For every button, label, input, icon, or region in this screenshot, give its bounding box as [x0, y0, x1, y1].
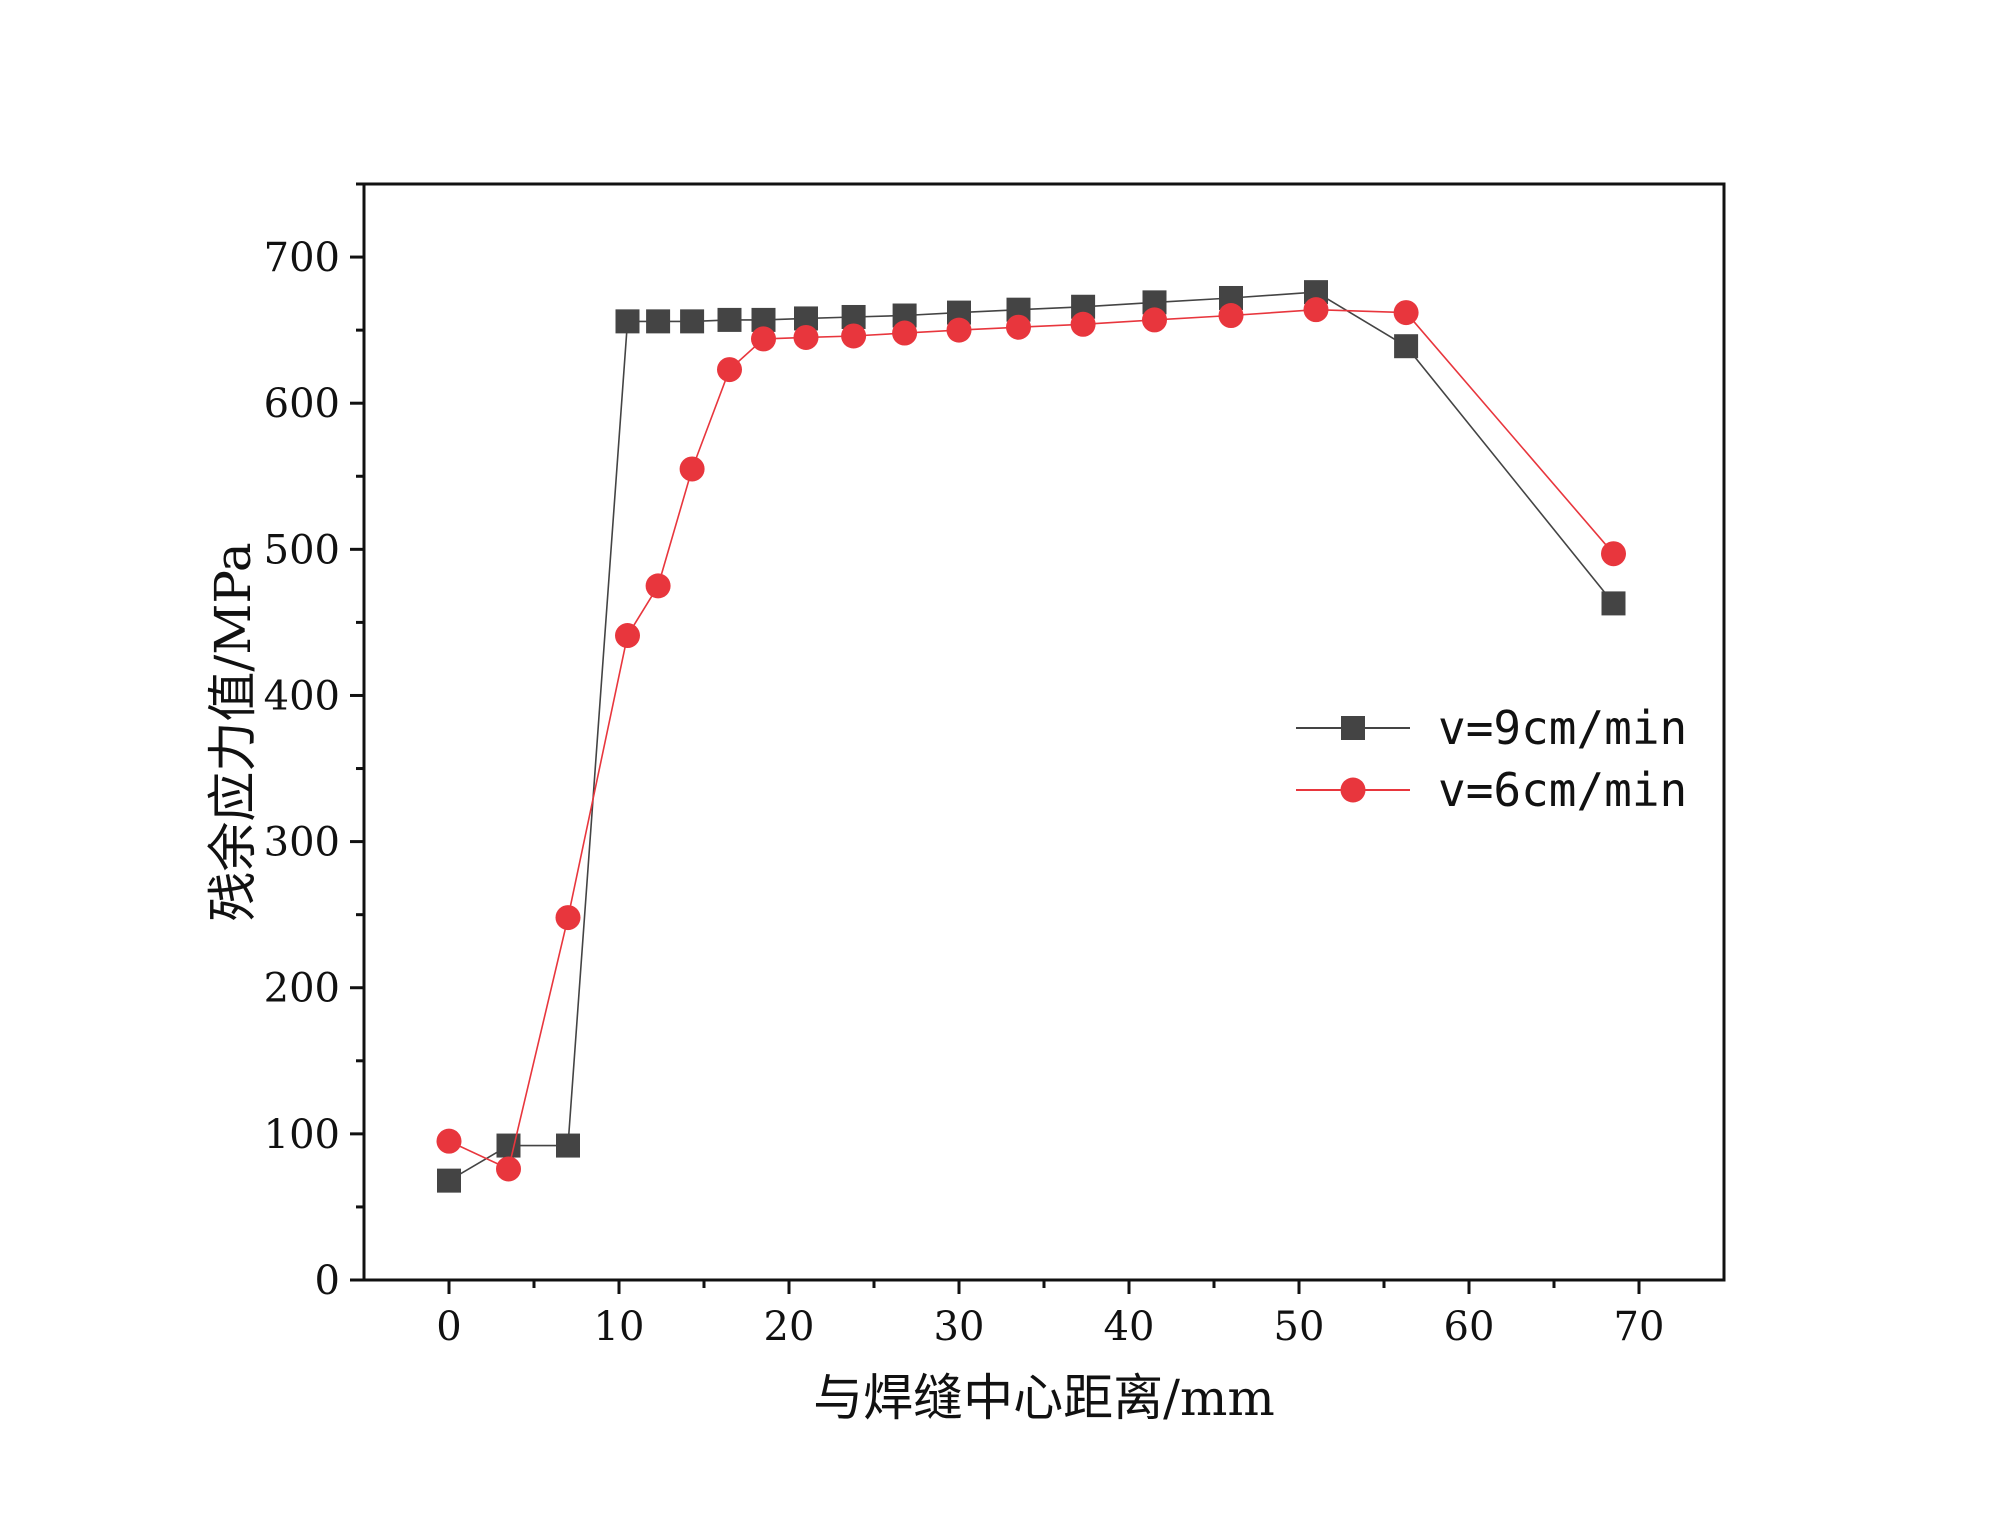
series-2-point-3: [615, 623, 640, 649]
series-2-point-17: [1393, 300, 1419, 326]
y-tick-label-700: 700: [264, 235, 340, 281]
x-axis-title: 与焊缝中心距离/mm: [813, 1369, 1275, 1427]
series-2-point-4: [645, 573, 671, 599]
y-tick-label-600: 600: [264, 381, 340, 427]
series-2-point-0: [436, 1128, 462, 1154]
series-1-point-1: [496, 1133, 521, 1158]
series-2-point-1: [496, 1156, 521, 1182]
x-tick-label-60: 60: [1444, 1304, 1495, 1350]
series-1-point-17: [1394, 334, 1419, 359]
y-axis-title: 残余应力值/MPa: [204, 542, 262, 921]
series-2-point-9: [841, 323, 867, 349]
y-tick-label-200: 200: [264, 966, 340, 1012]
series-2-point-2: [555, 905, 581, 931]
series-2-point-14: [1142, 307, 1167, 333]
series-1-point-6: [717, 307, 742, 332]
series-1: [437, 280, 1626, 1193]
series-2-point-12: [1006, 314, 1031, 340]
legend-label-1: v=9cm/min: [1438, 701, 1687, 755]
series-2-point-13: [1070, 311, 1096, 337]
x-tick-label-20: 20: [764, 1304, 815, 1350]
x-tick-label-0: 0: [436, 1304, 461, 1350]
series-2-point-7: [751, 326, 776, 352]
x-axis-ticks: 0 10 20 30 40 50 60 70: [436, 1280, 1664, 1350]
legend-label-2: v=6cm/min: [1438, 763, 1687, 817]
series-2-point-11: [946, 317, 972, 343]
y-tick-label-400: 400: [264, 673, 340, 719]
y-tick-label-300: 300: [264, 820, 340, 866]
legend-circle-marker: [1340, 777, 1366, 803]
legend-item-1: v=9cm/min: [1296, 701, 1687, 755]
series-1-point-2: [556, 1133, 580, 1158]
series-2-point-16: [1303, 297, 1329, 323]
legend-item-2: v=6cm/min: [1296, 763, 1687, 817]
series-layer: [436, 280, 1626, 1193]
series-1-point-4: [646, 309, 671, 334]
x-tick-label-10: 10: [594, 1304, 645, 1350]
series-1-point-3: [615, 309, 640, 334]
series-2-point-8: [793, 324, 819, 350]
series-2-point-15: [1218, 303, 1244, 329]
x-tick-label-40: 40: [1104, 1304, 1155, 1350]
legend-square-marker: [1341, 716, 1365, 740]
series-2-point-18: [1601, 541, 1626, 567]
y-tick-label-500: 500: [264, 527, 340, 573]
series-2: [436, 297, 1626, 1182]
y-tick-label-0: 0: [315, 1258, 340, 1304]
series-1-point-0: [437, 1168, 461, 1193]
x-tick-label-50: 50: [1274, 1304, 1325, 1350]
legend: v=9cm/min v=6cm/min: [1296, 701, 1687, 817]
series-1-point-18: [1601, 591, 1626, 616]
series-2-point-10: [892, 320, 918, 346]
x-tick-label-30: 30: [934, 1304, 985, 1350]
series-2-point-5: [679, 456, 705, 482]
series-2-point-6: [717, 357, 742, 383]
series-1-point-5: [680, 309, 705, 334]
y-axis-ticks: 0 100 200 300 400 500 600 700: [264, 182, 364, 1304]
x-tick-label-70: 70: [1614, 1304, 1665, 1350]
y-tick-label-100: 100: [264, 1112, 340, 1158]
